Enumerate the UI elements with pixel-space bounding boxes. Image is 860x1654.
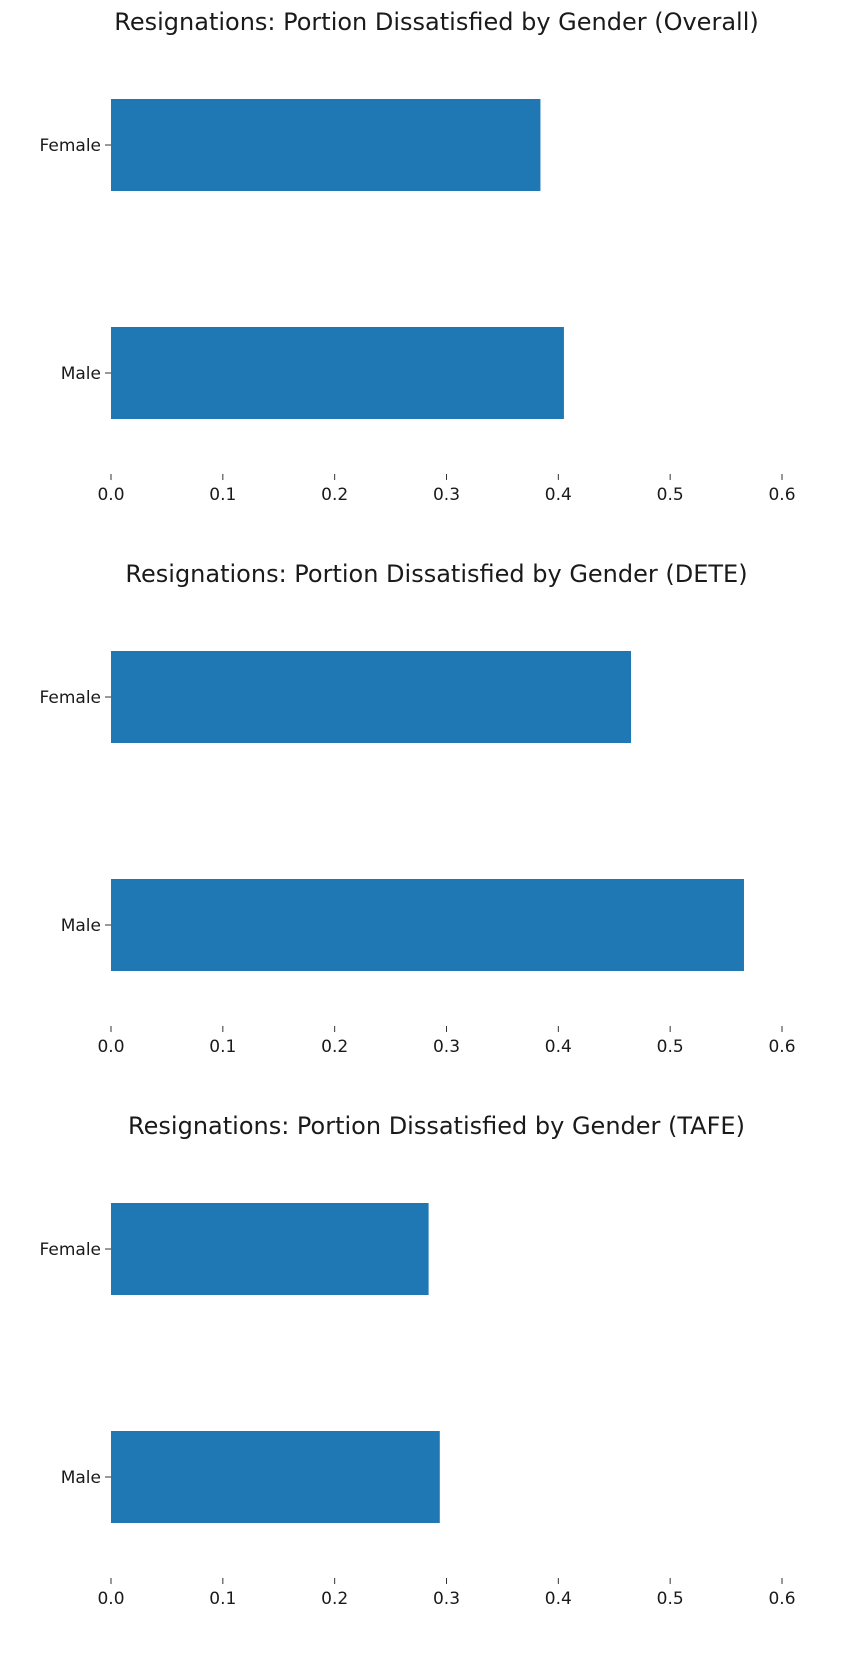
x-tick-label: 0.5 bbox=[657, 485, 684, 505]
x-tick-label: 0.0 bbox=[97, 1037, 124, 1057]
chart-panel-2: Resignations: Portion Dissatisfied by Ge… bbox=[40, 1112, 796, 1609]
x-tick-label: 0.6 bbox=[768, 485, 795, 505]
category-label: Female bbox=[40, 1240, 101, 1260]
category-label: Male bbox=[61, 364, 101, 384]
x-tick-label: 0.1 bbox=[209, 1589, 236, 1609]
x-tick-label: 0.6 bbox=[768, 1037, 795, 1057]
x-tick-label: 0.1 bbox=[209, 1037, 236, 1057]
chart-title: Resignations: Portion Dissatisfied by Ge… bbox=[114, 8, 758, 36]
x-tick-label: 0.1 bbox=[209, 485, 236, 505]
x-tick-label: 0.0 bbox=[97, 1589, 124, 1609]
x-tick-label: 0.4 bbox=[545, 1589, 572, 1609]
category-label: Male bbox=[61, 916, 101, 936]
x-tick-label: 0.4 bbox=[545, 1037, 572, 1057]
x-tick-label: 0.2 bbox=[321, 485, 348, 505]
x-tick-label: 0.5 bbox=[657, 1037, 684, 1057]
x-tick-label: 0.3 bbox=[433, 1037, 460, 1057]
bar-male bbox=[111, 1431, 440, 1523]
bar-female bbox=[111, 1203, 429, 1295]
bar-female bbox=[111, 651, 632, 743]
chart-panel-1: Resignations: Portion Dissatisfied by Ge… bbox=[40, 560, 796, 1057]
category-label: Female bbox=[40, 688, 101, 708]
bar-male bbox=[111, 327, 564, 419]
x-tick-label: 0.3 bbox=[433, 1589, 460, 1609]
x-tick-label: 0.0 bbox=[97, 485, 124, 505]
chart-panel-0: Resignations: Portion Dissatisfied by Ge… bbox=[40, 8, 796, 505]
x-tick-label: 0.2 bbox=[321, 1589, 348, 1609]
x-tick-label: 0.3 bbox=[433, 485, 460, 505]
bar-female bbox=[111, 99, 541, 191]
category-label: Female bbox=[40, 136, 101, 156]
category-label: Male bbox=[61, 1468, 101, 1488]
bar-male bbox=[111, 879, 744, 971]
x-tick-label: 0.4 bbox=[545, 485, 572, 505]
x-tick-label: 0.5 bbox=[657, 1589, 684, 1609]
chart-title: Resignations: Portion Dissatisfied by Ge… bbox=[128, 1112, 745, 1140]
chart-title: Resignations: Portion Dissatisfied by Ge… bbox=[125, 560, 747, 588]
x-tick-label: 0.6 bbox=[768, 1589, 795, 1609]
x-tick-label: 0.2 bbox=[321, 1037, 348, 1057]
